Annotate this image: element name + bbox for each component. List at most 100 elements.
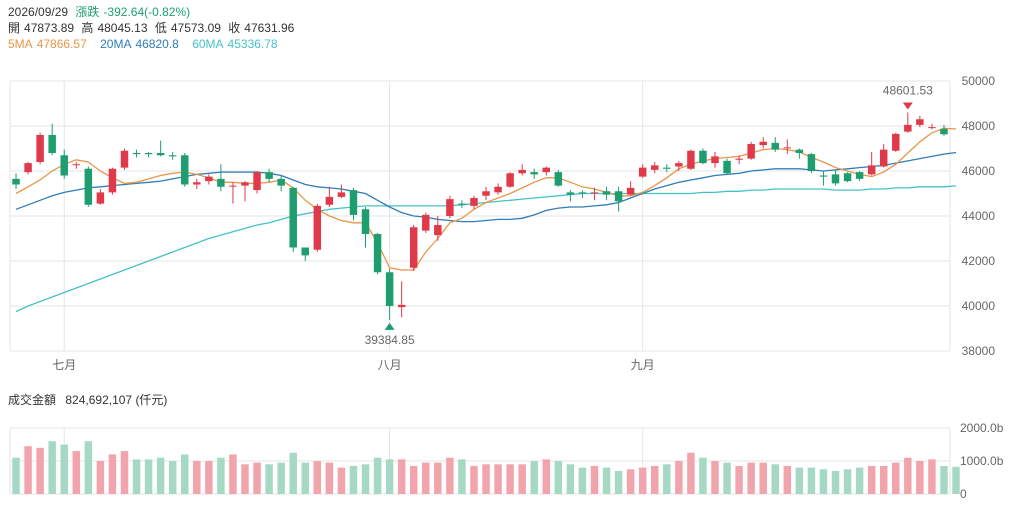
volume-bar	[843, 469, 852, 494]
candle-body	[120, 150, 129, 168]
candle-body	[747, 144, 755, 159]
candle-body	[590, 192, 599, 194]
candle-body	[506, 173, 514, 187]
volume-bar	[928, 459, 936, 494]
volume-bar	[940, 465, 948, 494]
volume-bar	[156, 457, 165, 494]
price-axis-label: 46000	[962, 164, 996, 178]
volume-bar	[229, 454, 237, 494]
price-axis-label: 50000	[962, 74, 996, 88]
volume-bar	[916, 461, 924, 494]
high-marker	[902, 102, 913, 110]
candle-body	[843, 173, 852, 182]
candle-body	[156, 153, 165, 156]
price-axis-label: 42000	[962, 254, 996, 268]
candle-body	[24, 163, 32, 173]
candle-body	[578, 192, 587, 194]
ma60-label: 60MA	[192, 37, 224, 51]
volume-bar	[325, 462, 334, 494]
candle-body	[301, 247, 309, 256]
volume-bar	[434, 462, 442, 494]
candle-body	[651, 165, 659, 170]
candle-body	[349, 190, 358, 215]
volume-bar	[675, 461, 683, 494]
volume-bar	[397, 459, 406, 494]
volume-bar	[663, 464, 671, 494]
candle-body	[409, 227, 418, 268]
volume-bar	[217, 457, 225, 494]
ma60-line	[15, 185, 957, 313]
volume-bar	[458, 459, 466, 494]
volume-bar	[409, 465, 418, 494]
volume-bar	[831, 470, 840, 494]
candle-body	[566, 192, 575, 195]
volume-bar	[590, 465, 599, 494]
ma20-label: 20MA	[100, 37, 132, 51]
volume-bar	[807, 467, 816, 494]
candle-body	[12, 178, 20, 185]
volume-bar	[422, 462, 430, 494]
volume-bar	[747, 462, 755, 494]
candle-body	[759, 141, 767, 146]
ma20-line	[15, 151, 957, 223]
volume-bar	[892, 462, 900, 494]
volume-bar	[446, 457, 454, 494]
ma5-label: 5MA	[8, 37, 33, 51]
candle-body	[458, 203, 466, 205]
volume-bar	[277, 462, 285, 494]
candle-body	[904, 124, 912, 132]
candle-body	[928, 127, 936, 129]
candle-body	[626, 187, 635, 195]
volume-bar	[759, 462, 767, 494]
low-annotation: 39384.85	[365, 333, 415, 347]
candle-body	[48, 135, 56, 153]
volume-bar	[506, 464, 514, 494]
volume-value: 824,692,107	[65, 393, 133, 407]
volume-bar	[711, 461, 719, 494]
candle-body	[217, 178, 225, 187]
volume-bar	[578, 467, 587, 494]
volume-bar	[289, 452, 297, 494]
candle-body	[84, 168, 93, 205]
volume-bar	[72, 451, 81, 494]
candle-body	[494, 186, 502, 193]
candle-body	[771, 142, 779, 150]
high-label: 高	[81, 21, 94, 35]
candle-body	[855, 172, 864, 179]
candle-body	[277, 178, 285, 186]
volume-bar	[144, 459, 153, 494]
date-label: 2026/09/29	[8, 5, 69, 19]
volume-bar	[205, 461, 213, 494]
volume-bar	[482, 464, 490, 494]
candle-body	[108, 168, 117, 193]
volume-bar	[735, 465, 743, 494]
candle-body	[144, 153, 153, 155]
volume-bar	[783, 465, 792, 494]
candle-body	[361, 209, 370, 234]
month-label: 九月	[631, 358, 655, 372]
candle-body	[36, 135, 44, 162]
candle-body	[385, 272, 394, 306]
close-value: 47631.96	[244, 21, 295, 35]
ma5-value: 47866.57	[36, 37, 87, 51]
candle-body	[518, 169, 526, 174]
volume-bar	[867, 465, 876, 494]
volume-axis-label: 1000.0b	[960, 454, 1004, 468]
volume-bar	[36, 447, 44, 494]
month-label: 七月	[52, 358, 76, 372]
candle-body	[795, 149, 804, 153]
volume-bar	[687, 452, 695, 494]
volume-bar	[771, 464, 779, 494]
volume-bar	[241, 464, 249, 494]
volume-bar	[120, 451, 129, 494]
candle-body	[434, 225, 442, 236]
volume-bar	[373, 457, 382, 494]
low-value: 47573.09	[170, 21, 221, 35]
volume-bar	[699, 457, 707, 494]
volume-bar	[542, 459, 551, 494]
candle-body	[735, 158, 743, 160]
candle-body	[373, 234, 382, 273]
close-label: 收	[228, 21, 241, 35]
volume-title: 成交金額	[8, 393, 57, 407]
volume-bar	[626, 469, 635, 494]
